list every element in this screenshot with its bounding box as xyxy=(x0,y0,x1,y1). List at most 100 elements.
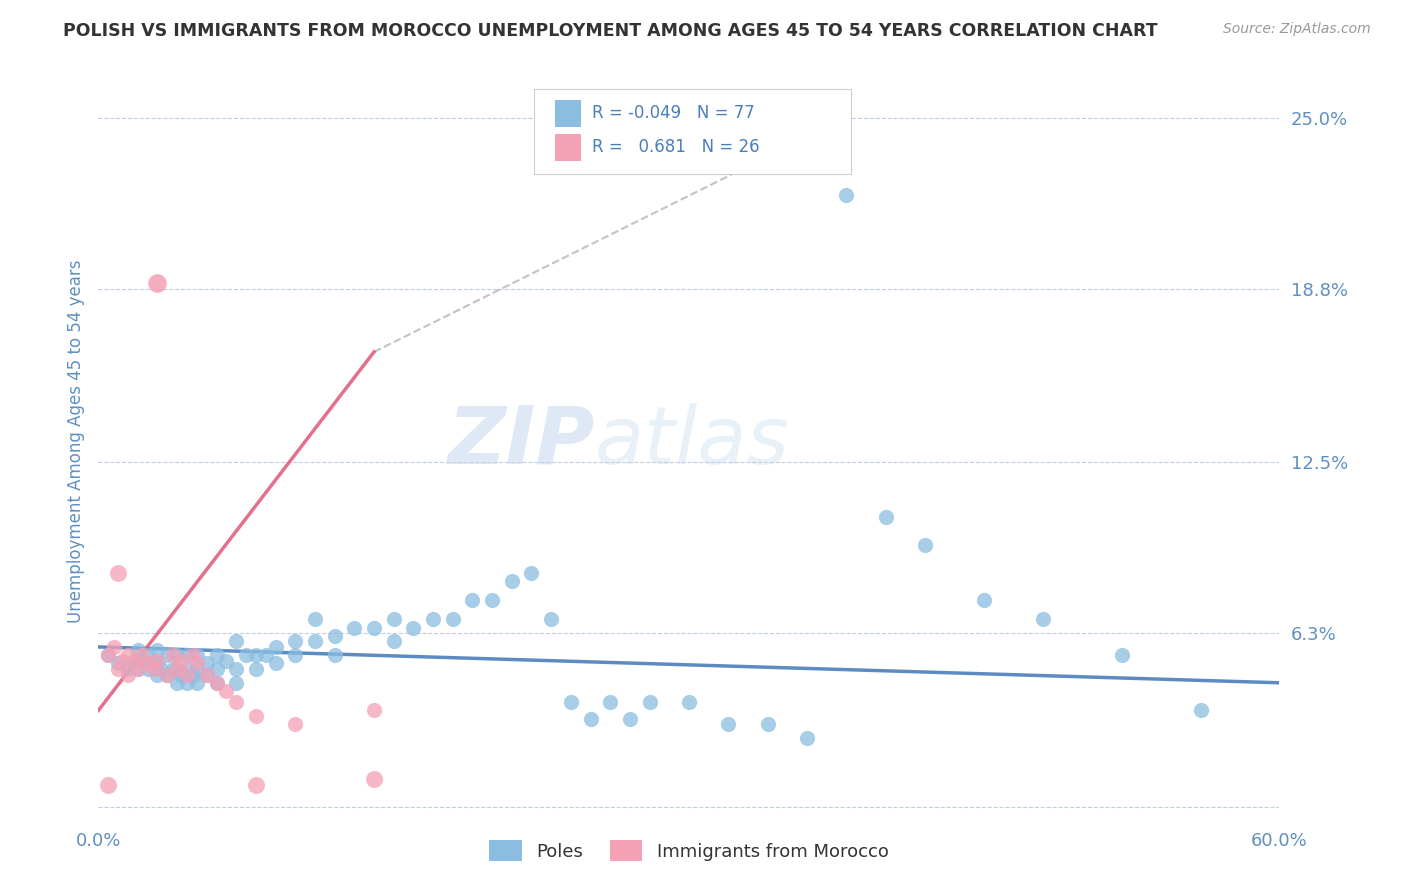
Text: R =   0.681   N = 26: R = 0.681 N = 26 xyxy=(592,138,759,156)
Point xyxy=(501,574,523,588)
Point xyxy=(520,566,543,580)
Point xyxy=(1111,648,1133,663)
Point xyxy=(170,654,193,668)
Point xyxy=(835,187,858,202)
Point xyxy=(1032,612,1054,626)
Point xyxy=(103,640,125,654)
Point xyxy=(150,662,173,676)
Point xyxy=(195,667,218,681)
Point xyxy=(186,657,208,671)
Point xyxy=(363,703,385,717)
Point xyxy=(343,621,366,635)
Point xyxy=(245,778,267,792)
Point xyxy=(756,717,779,731)
Point xyxy=(245,709,267,723)
Point xyxy=(122,654,145,668)
Point xyxy=(914,538,936,552)
Point xyxy=(146,642,169,657)
Point xyxy=(284,717,307,731)
Point xyxy=(111,654,134,668)
Point xyxy=(245,662,267,676)
Point xyxy=(136,657,159,671)
Point xyxy=(422,612,444,626)
Point xyxy=(382,612,405,626)
Point xyxy=(186,662,208,676)
Point xyxy=(205,648,228,663)
Point xyxy=(225,634,247,648)
Point xyxy=(146,654,169,668)
Point xyxy=(225,675,247,690)
Point xyxy=(264,657,287,671)
Text: R = -0.049   N = 77: R = -0.049 N = 77 xyxy=(592,104,755,122)
Point xyxy=(363,772,385,787)
Point xyxy=(127,662,149,676)
Point xyxy=(97,648,120,663)
Point xyxy=(284,634,307,648)
Point xyxy=(402,621,425,635)
Point xyxy=(254,648,277,663)
Point xyxy=(156,667,179,681)
Point xyxy=(181,667,204,681)
Point xyxy=(166,662,188,676)
Text: atlas: atlas xyxy=(595,402,789,481)
Point xyxy=(599,695,621,709)
Point xyxy=(638,695,661,709)
Point xyxy=(304,634,326,648)
Point xyxy=(619,712,641,726)
Text: ZIP: ZIP xyxy=(447,402,595,481)
Point xyxy=(245,648,267,663)
Point xyxy=(107,566,129,580)
Point xyxy=(117,662,139,676)
Point xyxy=(560,695,582,709)
Point xyxy=(146,667,169,681)
Point xyxy=(162,648,184,663)
Point xyxy=(97,648,120,663)
Point xyxy=(235,648,257,663)
Text: POLISH VS IMMIGRANTS FROM MOROCCO UNEMPLOYMENT AMONG AGES 45 TO 54 YEARS CORRELA: POLISH VS IMMIGRANTS FROM MOROCCO UNEMPL… xyxy=(63,22,1159,40)
Point xyxy=(382,634,405,648)
Point xyxy=(166,662,188,676)
Point xyxy=(131,648,153,663)
Text: Source: ZipAtlas.com: Source: ZipAtlas.com xyxy=(1223,22,1371,37)
Point xyxy=(441,612,464,626)
Point xyxy=(796,731,818,745)
Point xyxy=(156,648,179,663)
Point xyxy=(127,662,149,676)
Point xyxy=(363,621,385,635)
Point xyxy=(225,662,247,676)
Point xyxy=(142,657,165,671)
Point xyxy=(107,657,129,671)
Point xyxy=(176,667,198,681)
Point xyxy=(678,695,700,709)
Point xyxy=(131,654,153,668)
Point xyxy=(186,648,208,663)
Y-axis label: Unemployment Among Ages 45 to 54 years: Unemployment Among Ages 45 to 54 years xyxy=(66,260,84,624)
Point xyxy=(225,695,247,709)
Point xyxy=(122,654,145,668)
Point xyxy=(205,662,228,676)
Point xyxy=(162,662,184,676)
Point xyxy=(142,662,165,676)
Point xyxy=(304,612,326,626)
Point xyxy=(264,640,287,654)
Point xyxy=(176,648,198,663)
Point xyxy=(215,654,238,668)
Point xyxy=(284,648,307,663)
Point xyxy=(146,657,169,671)
Point xyxy=(117,648,139,663)
Point xyxy=(195,657,218,671)
Point xyxy=(875,510,897,524)
Point xyxy=(156,667,179,681)
Point xyxy=(97,778,120,792)
Point xyxy=(973,593,995,607)
Point xyxy=(146,276,169,290)
Point xyxy=(540,612,562,626)
Point xyxy=(127,642,149,657)
Point xyxy=(323,629,346,643)
Point xyxy=(166,675,188,690)
Point xyxy=(1189,703,1212,717)
Point xyxy=(176,662,198,676)
Point xyxy=(136,662,159,676)
Point xyxy=(186,675,208,690)
Point xyxy=(170,667,193,681)
